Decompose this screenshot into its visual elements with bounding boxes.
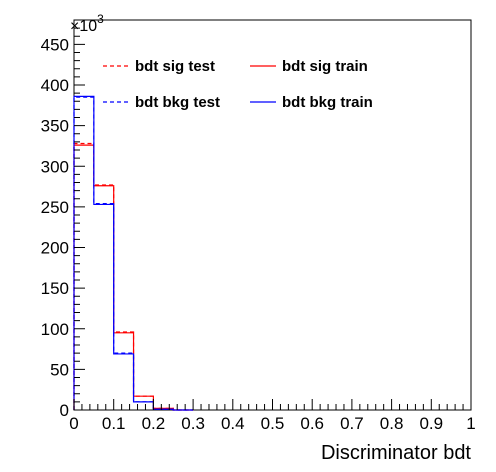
- x-tick-label: 0.7: [340, 414, 364, 433]
- x-tick-label: 0.8: [380, 414, 404, 433]
- legend: bdt sig test bdt sig train bdt bkg test bdt…: [103, 58, 373, 111]
- y-multiplier-exponent: 3: [97, 12, 104, 26]
- x-tick-label: 0.9: [419, 414, 443, 433]
- y-tick-label: 200: [41, 239, 69, 258]
- x-tick-label: 0.1: [102, 414, 126, 433]
- y-axis: 0 50 100 150 200 250 300 350 400 450: [41, 19, 85, 420]
- series-line-3: [73, 95, 194, 411]
- x-tick-label: 0.4: [221, 414, 245, 433]
- y-tick-label: 350: [41, 117, 69, 136]
- x-axis-title: Discriminator bdt: [321, 442, 471, 464]
- legend-label-2: bdt bkg test: [135, 94, 220, 111]
- x-axis: 0 0.1 0.2 0.3 0.4 0.5 0.6 0.7 0.8 0.9 1: [69, 399, 476, 433]
- y-multiplier-label: ×103: [70, 12, 104, 35]
- x-tick-label: 0: [69, 414, 78, 433]
- legend-label-1: bdt sig train: [282, 58, 368, 75]
- y-tick-label: 50: [50, 360, 69, 379]
- x-tick-label: 0.3: [181, 414, 205, 433]
- x-tick-label: 0.6: [300, 414, 324, 433]
- y-tick-label: 400: [41, 76, 69, 95]
- x-tick-label: 0.2: [142, 414, 166, 433]
- legend-label-3: bdt bkg train: [282, 94, 373, 111]
- y-tick-label: 450: [41, 35, 69, 54]
- y-tick-label: 0: [60, 401, 69, 420]
- x-tick-label: 0.5: [261, 414, 285, 433]
- x-tick-label: 1: [466, 414, 475, 433]
- legend-label-0: bdt sig test: [135, 58, 215, 75]
- histogram-series: [73, 95, 194, 411]
- y-tick-label: 150: [41, 279, 69, 298]
- y-tick-label: 100: [41, 320, 69, 339]
- y-tick-label: 300: [41, 157, 69, 176]
- y-tick-label: 250: [41, 198, 69, 217]
